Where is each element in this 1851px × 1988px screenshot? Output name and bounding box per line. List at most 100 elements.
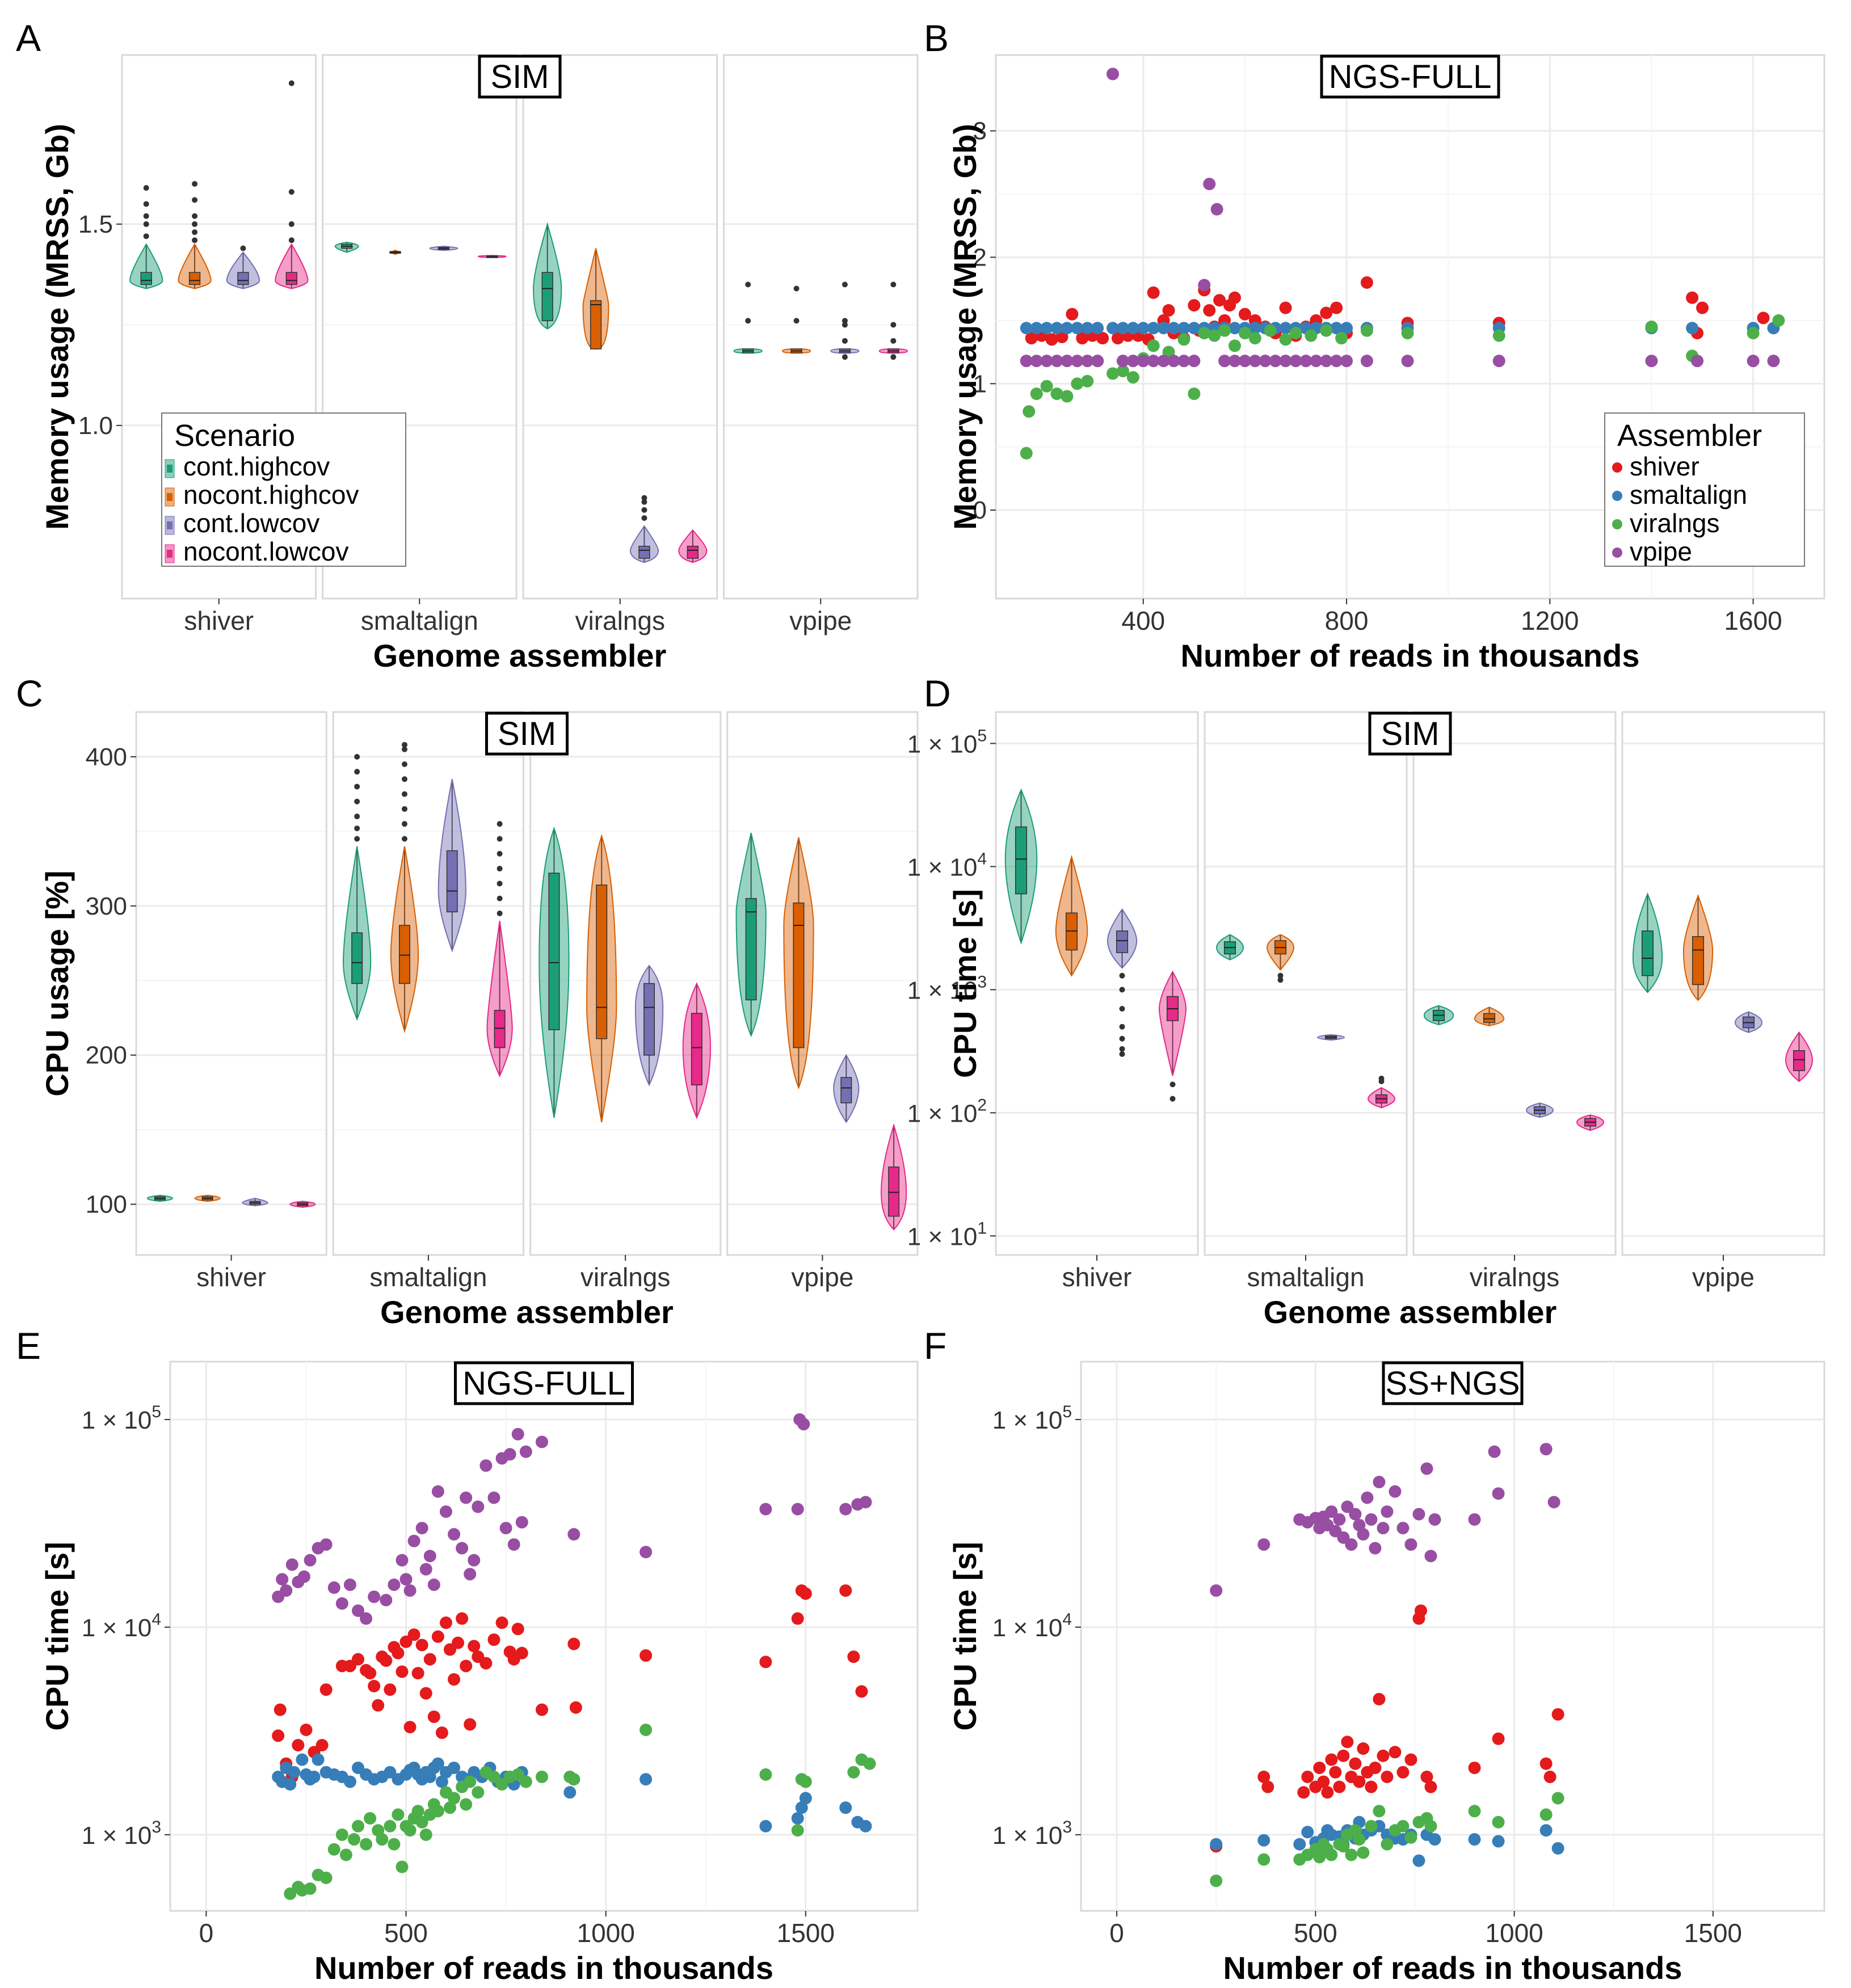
point-shiver <box>1213 294 1226 307</box>
point-vpipe <box>1341 1500 1354 1513</box>
point-viralngs <box>1081 374 1094 388</box>
point-viralngs <box>1381 1838 1394 1851</box>
point-viralngs <box>1320 324 1333 337</box>
box-nocont.highcov <box>398 925 410 984</box>
point-shiver <box>1424 1780 1437 1793</box>
outlier-point <box>497 850 503 857</box>
point-vpipe <box>368 1590 381 1603</box>
legend-title: Assembler <box>1617 419 1762 453</box>
outlier-point <box>1119 1046 1125 1052</box>
point-smaltalign <box>1210 1838 1223 1851</box>
x-axis-title: Genome assembler <box>373 638 667 673</box>
point-shiver <box>274 1703 287 1716</box>
point-vpipe <box>1420 1462 1433 1475</box>
point-viralngs <box>443 1801 456 1814</box>
point-vpipe <box>511 1427 524 1441</box>
y-axis-title: CPU time [s] <box>39 1542 75 1731</box>
point-shiver <box>1353 1775 1366 1788</box>
x-tick-label: shiver <box>196 1262 266 1292</box>
point-viralngs <box>1353 1833 1366 1846</box>
point-viralngs <box>1050 388 1063 401</box>
point-viralngs <box>364 1812 377 1825</box>
point-viralngs <box>335 1828 348 1841</box>
point-smaltalign <box>1050 322 1063 335</box>
point-vpipe <box>1333 1513 1346 1526</box>
point-shiver <box>839 1584 852 1597</box>
panel-badge-box <box>454 1361 634 1405</box>
point-vpipe <box>423 1549 436 1562</box>
point-smaltalign <box>1492 1835 1505 1848</box>
point-smaltalign <box>759 1819 772 1833</box>
point-viralngs <box>1539 1808 1553 1821</box>
point-vpipe <box>335 1597 348 1610</box>
x-tick-label: 0 <box>1109 1918 1124 1948</box>
point-vpipe <box>439 1505 452 1518</box>
x-tick-label: smaltalign <box>1247 1262 1364 1292</box>
x-tick-label: 0 <box>199 1918 214 1948</box>
point-shiver <box>1096 332 1109 345</box>
y-tick-label: 1 × 104 <box>992 1610 1072 1642</box>
point-vpipe <box>791 1503 804 1516</box>
point-shiver <box>1686 291 1699 304</box>
point-vpipe <box>503 1448 516 1461</box>
point-vpipe <box>285 1558 298 1571</box>
outlier-point <box>401 776 407 782</box>
outlier-point <box>842 322 848 328</box>
x-axis-title: Number of reads in thousands <box>1223 1950 1682 1986</box>
legend-item: nocont.lowcov <box>183 537 349 566</box>
legend-item: smaltalign <box>1630 480 1747 509</box>
outlier-point <box>1119 1024 1125 1030</box>
outlier-point <box>793 318 800 324</box>
point-viralngs <box>1279 333 1292 346</box>
point-smaltalign <box>563 1786 577 1799</box>
x-tick-label: shiver <box>184 606 254 635</box>
x-tick-label: shiver <box>1062 1262 1132 1292</box>
point-shiver <box>1539 1757 1553 1770</box>
outlier-point <box>641 515 647 521</box>
point-smaltalign <box>1248 322 1261 335</box>
point-smaltalign <box>308 1770 321 1783</box>
point-shiver <box>439 1616 452 1629</box>
point-viralngs <box>1177 333 1190 346</box>
panel-badge: SIM <box>498 715 556 752</box>
x-tick-label: vpipe <box>1692 1262 1755 1292</box>
outlier-point <box>745 318 751 324</box>
point-shiver <box>1203 304 1216 317</box>
panel-badge-box <box>478 54 562 99</box>
point-shiver <box>1468 1761 1481 1774</box>
x-tick-label: viralngs <box>580 1262 671 1292</box>
point-viralngs <box>1257 1853 1271 1866</box>
box-nocont.lowcov <box>691 1013 702 1086</box>
point-smaltalign <box>1293 1838 1306 1851</box>
point-shiver <box>1321 1786 1334 1799</box>
outlier-point <box>890 354 897 360</box>
point-shiver <box>791 1612 804 1625</box>
point-viralngs <box>1325 1848 1338 1861</box>
y-axis-title: Memory usage (MRSS, Gb) <box>39 124 75 530</box>
point-vpipe <box>1365 1513 1378 1526</box>
point-viralngs <box>396 1860 409 1873</box>
point-smaltalign <box>343 1775 356 1788</box>
point-vpipe <box>403 1584 417 1597</box>
y-tick-label: 1 × 103 <box>907 972 987 1004</box>
point-vpipe <box>1147 355 1160 368</box>
box-cont.highcov <box>1015 826 1028 895</box>
legend-title: Scenario <box>174 419 295 453</box>
x-tick-label: 1000 <box>1485 1918 1543 1948</box>
point-smaltalign <box>1107 322 1120 335</box>
point-viralngs <box>392 1808 405 1821</box>
outlier-point <box>1277 977 1284 983</box>
point-smaltalign <box>1428 1833 1441 1846</box>
point-vpipe <box>1488 1445 1501 1458</box>
outlier-point <box>497 895 503 902</box>
point-vpipe <box>1203 178 1216 191</box>
point-shiver <box>1045 333 1058 346</box>
point-viralngs <box>1468 1805 1481 1818</box>
point-vpipe <box>1373 1476 1386 1489</box>
y-tick-label: 300 <box>86 892 127 920</box>
point-vpipe <box>1369 1541 1382 1555</box>
point-vpipe <box>1539 1443 1553 1456</box>
point-shiver <box>448 1673 461 1686</box>
point-shiver <box>535 1703 548 1716</box>
